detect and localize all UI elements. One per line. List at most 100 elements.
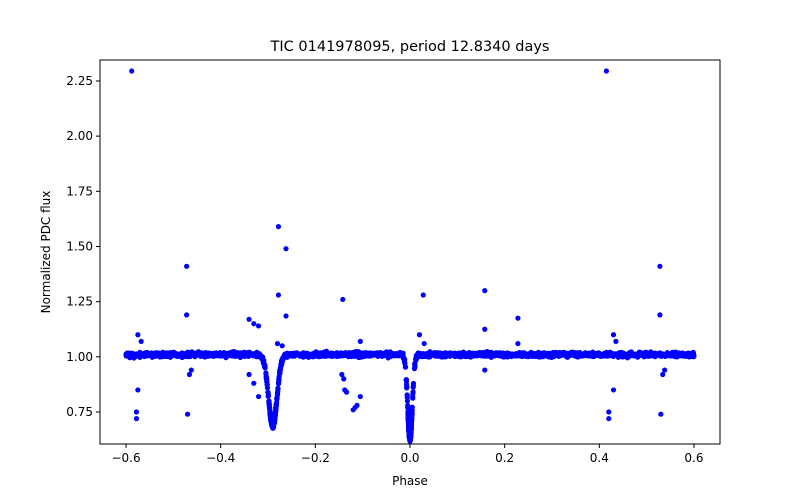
- data-point: [187, 352, 193, 359]
- data-point: [626, 352, 632, 358]
- y-tick-label: 1.00: [66, 350, 93, 364]
- data-point: [301, 353, 308, 359]
- x-tick-label: −0.2: [301, 451, 330, 465]
- data-point: [405, 402, 411, 409]
- data-point: [606, 416, 612, 422]
- data-point: [412, 362, 418, 368]
- data-point: [333, 352, 340, 358]
- data-point: [249, 351, 255, 357]
- data-point: [657, 312, 663, 318]
- data-point: [276, 376, 282, 382]
- data-point: [175, 353, 181, 360]
- data-point: [267, 407, 273, 413]
- data-point: [184, 312, 190, 318]
- data-point: [237, 351, 243, 357]
- data-point: [343, 389, 350, 395]
- data-point: [527, 352, 533, 358]
- data-point: [262, 362, 268, 368]
- data-point: [241, 353, 247, 359]
- data-point: [341, 376, 347, 382]
- data-point: [137, 353, 143, 359]
- x-tick-label: 0.0: [400, 451, 419, 465]
- data-point: [498, 351, 504, 357]
- data-point: [131, 355, 137, 361]
- data-point: [542, 350, 548, 356]
- data-point: [380, 351, 387, 357]
- data-point: [404, 392, 410, 398]
- data-point: [368, 352, 374, 358]
- data-point: [133, 416, 140, 422]
- y-axis: 0.75 1.00 1.25 1.50 1.75 2.00 2.25: [66, 74, 100, 419]
- data-point: [521, 353, 527, 359]
- data-point: [273, 404, 279, 410]
- data-point: [283, 246, 289, 252]
- data-point: [621, 352, 628, 359]
- data-point: [655, 351, 661, 357]
- data-point: [405, 412, 411, 418]
- data-point: [431, 350, 438, 356]
- data-point: [471, 351, 477, 358]
- data-point: [218, 351, 224, 357]
- data-point: [269, 420, 275, 426]
- data-point: [135, 387, 141, 393]
- data-point: [357, 393, 363, 400]
- data-point: [274, 340, 281, 347]
- x-axis-title: Phase: [392, 474, 428, 488]
- data-point: [275, 292, 282, 298]
- data-point: [274, 391, 281, 397]
- data-point: [610, 387, 617, 393]
- x-tick-label: −0.6: [111, 451, 140, 465]
- data-point: [135, 332, 141, 338]
- data-point: [536, 352, 542, 358]
- y-tick-label: 1.75: [66, 184, 93, 198]
- x-tick-label: 0.4: [590, 451, 609, 465]
- chart-title: TIC 0141978095, period 12.8340 days: [270, 39, 550, 55]
- data-point: [548, 350, 554, 356]
- y-axis-title: Normalized PDC flux: [39, 191, 53, 314]
- data-point: [515, 315, 521, 321]
- data-point: [277, 370, 283, 377]
- data-point: [610, 332, 617, 338]
- data-point: [354, 402, 360, 408]
- data-point: [357, 352, 363, 358]
- data-point: [329, 351, 335, 357]
- data-point: [290, 352, 296, 358]
- data-point: [342, 350, 349, 356]
- data-point: [275, 224, 282, 230]
- data-point: [138, 338, 144, 344]
- data-point: [482, 326, 488, 332]
- data-points: [123, 68, 697, 444]
- data-point: [388, 353, 394, 359]
- data-point: [561, 352, 567, 358]
- data-point: [404, 385, 410, 391]
- y-tick-label: 0.75: [66, 405, 93, 419]
- data-point: [401, 359, 408, 365]
- data-point: [251, 380, 257, 386]
- x-tick-label: 0.2: [495, 451, 514, 465]
- data-point: [607, 350, 613, 356]
- data-point: [251, 321, 257, 327]
- data-point: [397, 352, 403, 359]
- data-point: [680, 350, 686, 356]
- x-tick-label: −0.4: [206, 451, 235, 465]
- data-point: [123, 351, 129, 357]
- data-point: [606, 409, 612, 415]
- data-point: [420, 292, 426, 298]
- data-point: [184, 263, 190, 269]
- data-point: [601, 351, 607, 357]
- data-point: [265, 389, 271, 395]
- data-point: [451, 350, 457, 356]
- data-point: [574, 350, 580, 357]
- data-point: [184, 411, 191, 417]
- data-point: [147, 352, 153, 359]
- data-point: [186, 371, 193, 378]
- data-point: [133, 409, 140, 415]
- data-point: [635, 353, 641, 360]
- data-point: [660, 371, 666, 378]
- data-point: [278, 362, 284, 369]
- data-point: [515, 340, 521, 347]
- data-point: [167, 353, 173, 359]
- data-point: [567, 351, 573, 357]
- data-point: [246, 371, 252, 378]
